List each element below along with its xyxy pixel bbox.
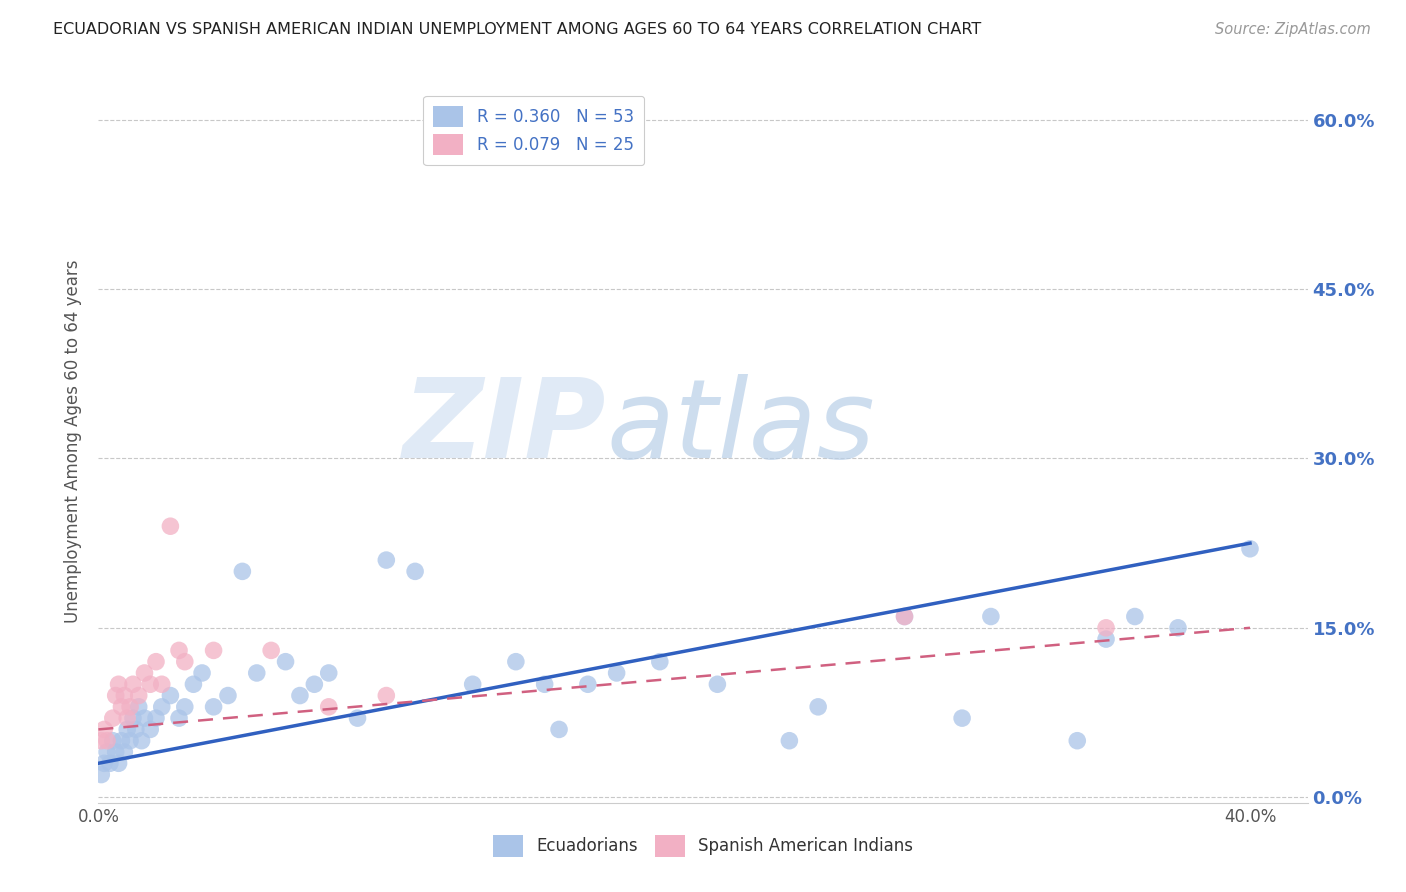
Point xyxy=(893,609,915,624)
Text: ECUADORIAN VS SPANISH AMERICAN INDIAN UNEMPLOYMENT AMONG AGES 60 TO 64 YEARS COR: ECUADORIAN VS SPANISH AMERICAN INDIAN UN… xyxy=(53,22,981,37)
Point xyxy=(159,519,181,533)
Point xyxy=(304,677,326,691)
Point xyxy=(104,689,127,703)
Point xyxy=(150,699,173,714)
Point xyxy=(274,655,297,669)
Point xyxy=(1095,632,1118,646)
Point xyxy=(98,756,121,771)
Point xyxy=(120,733,142,747)
Point xyxy=(706,677,728,691)
Point xyxy=(288,689,311,703)
Point xyxy=(375,553,398,567)
Point xyxy=(191,665,214,680)
Point xyxy=(606,665,628,680)
Point xyxy=(122,677,145,691)
Point xyxy=(318,699,340,714)
Point xyxy=(346,711,368,725)
Point xyxy=(112,689,135,703)
Point xyxy=(125,723,148,737)
Point xyxy=(548,723,571,737)
Point xyxy=(90,733,112,747)
Point xyxy=(461,677,484,691)
Point xyxy=(120,699,142,714)
Point xyxy=(318,665,340,680)
Point xyxy=(93,756,115,771)
Point xyxy=(110,699,132,714)
Point xyxy=(950,711,973,725)
Point xyxy=(260,643,283,657)
Point xyxy=(150,677,173,691)
Point xyxy=(115,723,138,737)
Point xyxy=(93,723,115,737)
Y-axis label: Unemployment Among Ages 60 to 64 years: Unemployment Among Ages 60 to 64 years xyxy=(65,260,83,624)
Point xyxy=(1095,621,1118,635)
Point xyxy=(217,689,239,703)
Text: ZIP: ZIP xyxy=(402,374,606,481)
Point xyxy=(159,689,181,703)
Point xyxy=(122,711,145,725)
Point xyxy=(107,756,129,771)
Point xyxy=(1167,621,1189,635)
Point xyxy=(139,723,162,737)
Point xyxy=(183,677,205,691)
Text: Source: ZipAtlas.com: Source: ZipAtlas.com xyxy=(1215,22,1371,37)
Point xyxy=(202,643,225,657)
Point xyxy=(101,733,124,747)
Point xyxy=(778,733,800,747)
Point xyxy=(1066,733,1088,747)
Point xyxy=(980,609,1002,624)
Point xyxy=(533,677,555,691)
Point xyxy=(404,565,426,579)
Point xyxy=(167,643,190,657)
Point xyxy=(1239,541,1261,556)
Point xyxy=(375,689,398,703)
Text: atlas: atlas xyxy=(606,374,875,481)
Point xyxy=(1123,609,1146,624)
Point xyxy=(145,655,167,669)
Point xyxy=(139,677,162,691)
Point xyxy=(107,677,129,691)
Point xyxy=(505,655,527,669)
Point xyxy=(246,665,269,680)
Point xyxy=(648,655,671,669)
Point xyxy=(131,733,153,747)
Point xyxy=(202,699,225,714)
Point xyxy=(134,665,156,680)
Point xyxy=(231,565,253,579)
Point xyxy=(893,609,915,624)
Point xyxy=(576,677,599,691)
Point xyxy=(134,711,156,725)
Point xyxy=(112,745,135,759)
Point xyxy=(110,733,132,747)
Legend: Ecuadorians, Spanish American Indians: Ecuadorians, Spanish American Indians xyxy=(484,825,922,867)
Point xyxy=(145,711,167,725)
Point xyxy=(96,745,118,759)
Point xyxy=(115,711,138,725)
Point xyxy=(96,733,118,747)
Point xyxy=(101,711,124,725)
Point xyxy=(173,699,195,714)
Point xyxy=(807,699,830,714)
Point xyxy=(104,745,127,759)
Point xyxy=(90,767,112,781)
Point xyxy=(173,655,195,669)
Point xyxy=(128,699,150,714)
Point xyxy=(167,711,190,725)
Point xyxy=(128,689,150,703)
